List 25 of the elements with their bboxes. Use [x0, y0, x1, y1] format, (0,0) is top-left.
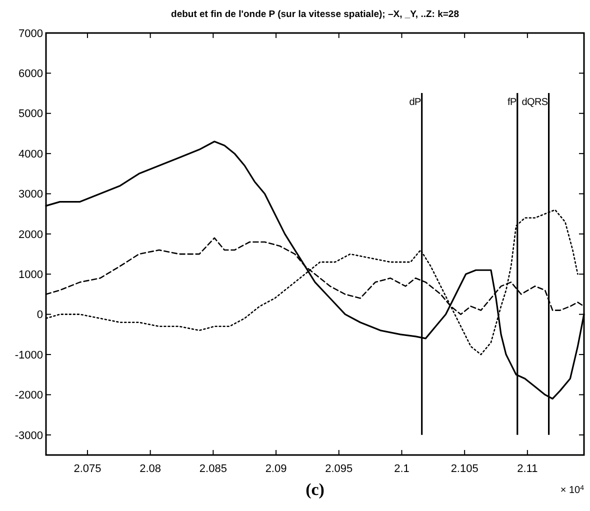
text: (c): [306, 480, 324, 499]
chart-title: debut et fin de l'onde P (sur la vitesse spatiale); –X, _Y, ..Z: k=28: [171, 9, 459, 20]
y-tick-label: 6000: [18, 68, 43, 80]
text: × 10$^{4}$: [560, 484, 584, 496]
y-tick-label: 1000: [18, 268, 43, 281]
y-tick-label: -1000: [14, 349, 43, 362]
x-tick-label: 2.085: [199, 463, 227, 475]
ref-line-label: dQRS: [522, 97, 548, 108]
y-tick-label: -3000: [14, 430, 43, 442]
x-tick-label: 2.105: [450, 463, 478, 475]
y-tick-label: 0: [36, 309, 43, 322]
x-tick-label: 2.075: [74, 463, 102, 475]
x-tick-label: 2.08: [140, 463, 162, 475]
x-tick-label: 2.09: [265, 463, 287, 475]
x-tick-label: 2.095: [325, 463, 353, 475]
ref-line-label: fP: [508, 97, 517, 108]
y-tick-label: -2000: [14, 390, 43, 402]
y-tick-label: 2000: [18, 228, 43, 241]
x-tick-label: 2.11: [517, 463, 538, 475]
y-tick-label: 4000: [18, 148, 43, 160]
y-tick-label: 3000: [18, 188, 43, 201]
ref-line-label: dP: [409, 97, 422, 108]
y-tick-label: 7000: [18, 28, 43, 40]
y-tick-label: 5000: [18, 108, 43, 120]
x-tick-label: 2.1: [394, 463, 410, 475]
